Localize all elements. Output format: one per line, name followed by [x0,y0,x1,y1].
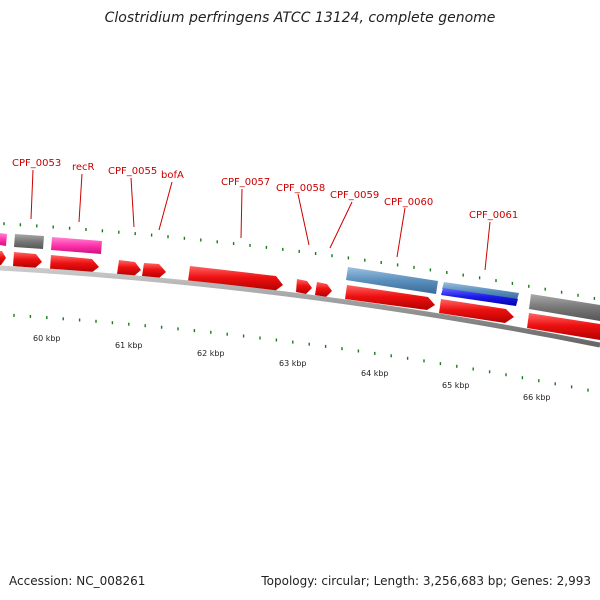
lower-tick-row [13,313,589,392]
top-strand-features [0,233,600,321]
gene-feature-cpf-0061[interactable] [441,288,518,306]
gene-label-bofa: bofA [158,170,184,231]
upper-tick-row [3,222,596,300]
gene-feature-cpf-0053[interactable] [14,234,44,249]
kbp-label: 60 kbp [33,334,61,343]
kbp-label: 63 kbp [279,359,307,368]
gene-label-text: CPF_0055 [108,166,157,177]
kbp-label-layer: 60 kbp 61 kbp 62 kbp 63 kbp 64 kbp 65 kb… [33,334,551,402]
gene-label-cpf-0059: CPF_0059 [329,190,379,249]
gene-feature-cpf-0061-outer[interactable] [442,282,519,300]
gene-label-cpf-0057: CPF_0057 [221,177,270,239]
gene-label-text: CPF_0060 [384,197,433,208]
cds-arrow-9[interactable] [439,299,514,323]
cds-arrow-4[interactable] [142,263,166,278]
cds-arrow-5[interactable] [188,266,283,291]
forward-cds-features [0,251,600,340]
gene-label-text: CPF_0058 [276,183,325,194]
kbp-label: 62 kbp [197,349,225,358]
cds-arrow-2[interactable] [50,255,99,273]
gene-label-cpf-0055: CPF_0055 [108,166,157,228]
hypothetical-feature[interactable] [529,294,600,321]
trna-feature[interactable] [0,233,7,246]
cds-arrow-7[interactable] [315,282,332,297]
cds-arrow-1[interactable] [13,252,42,268]
summary-text: Topology: circular; Length: 3,256,683 bp… [261,574,591,588]
gene-label-text: recR [72,162,95,173]
gene-label-text: CPF_0053 [12,158,61,169]
gene-label-cpf-0060: CPF_0060 [384,197,433,258]
gene-label-text: CPF_0057 [221,177,270,188]
gene-feature-cpf-0060[interactable] [346,267,438,294]
cds-arrow-10[interactable] [527,313,600,340]
cds-arrow-6[interactable] [296,279,312,294]
gene-feature-recr[interactable] [51,237,102,254]
cds-arrow-8[interactable] [345,285,435,310]
kbp-label: 66 kbp [523,393,551,402]
gene-label-recr: recR [72,162,95,223]
gene-label-cpf-0058: CPF_0058 [276,183,325,246]
kbp-label: 61 kbp [115,341,143,350]
gene-label-layer: CPF_0053 recR CPF_0055 bofA CPF_0057 CPF… [12,158,518,271]
gene-label-text: bofA [161,170,184,181]
gene-label-cpf-0053: CPF_0053 [12,158,61,220]
gene-label-cpf-0061: CPF_0061 [469,210,518,271]
cds-arrow-3[interactable] [117,260,141,276]
kbp-label: 64 kbp [361,369,389,378]
accession-text: Accession: NC_008261 [9,574,146,588]
gene-label-text: CPF_0059 [330,190,379,201]
kbp-label: 65 kbp [442,381,470,390]
gene-label-text: CPF_0061 [469,210,518,221]
cds-arrow-0[interactable] [0,251,6,265]
genome-backbone [0,265,600,348]
page-title: Clostridium perfringens ATCC 13124, comp… [104,10,496,26]
